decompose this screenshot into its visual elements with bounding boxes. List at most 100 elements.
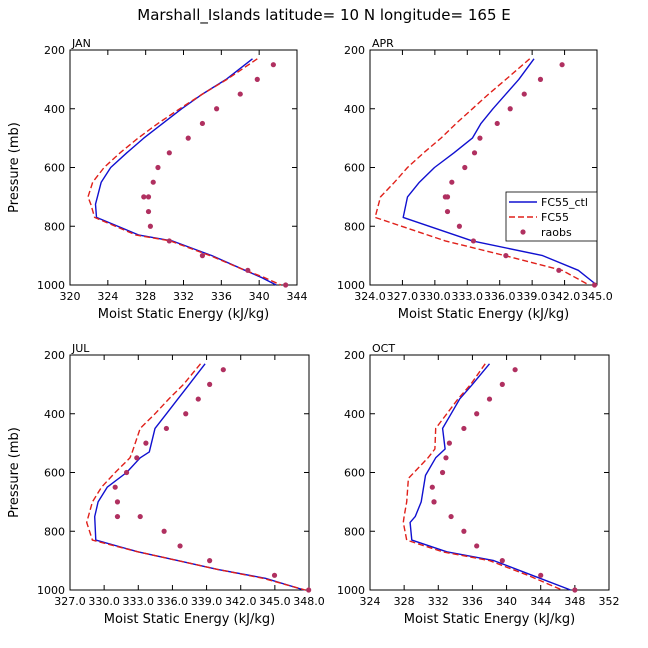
panel-oct-raobs-point xyxy=(572,587,578,593)
panel-oct-raobs-point xyxy=(538,572,544,578)
panel-jul-raobs-point xyxy=(134,455,140,461)
panel-apr-raobs-point xyxy=(444,208,451,215)
panel-apr-raobs-point xyxy=(556,267,562,273)
panel-oct-x-tick-label: 352 xyxy=(599,595,620,608)
panel-jul-x-tick-label: 339.0 xyxy=(191,595,223,608)
panel-jul-x-tick-label: 348.0 xyxy=(293,595,325,608)
panel-jul-x-tick-label: 336.0 xyxy=(157,595,189,608)
panel-jan-raobs-point xyxy=(283,282,289,288)
panel-jul-raobs-point xyxy=(137,513,143,520)
panel-apr-raobs-point xyxy=(471,150,478,156)
panel-jan-raobs-point xyxy=(166,150,172,156)
panel-jul-raobs-point xyxy=(114,513,121,520)
panel-apr-x-tick-label: 342.0 xyxy=(549,290,581,303)
panel-oct-raobs-point xyxy=(474,543,480,549)
legend-raobs-swatch xyxy=(520,229,526,235)
panel-oct-raobs-point xyxy=(439,469,446,476)
panel-apr-xlabel: Moist Static Energy (kJ/kg) xyxy=(398,307,569,322)
panel-jan-y-tick-label: 400 xyxy=(44,103,65,116)
panel-jul-raobs-point xyxy=(143,440,149,446)
panel-jul-y-tick-label: 400 xyxy=(44,408,65,421)
panel-jan-raobs-point xyxy=(199,120,206,127)
panel-jul-raobs-point xyxy=(306,587,312,593)
panel-apr-legend: FC55_ctl FC55 raobs xyxy=(505,191,598,242)
panel-apr-x-tick-label: 339.0 xyxy=(516,290,548,303)
panel-jul-raobs-point xyxy=(123,469,130,476)
panel-oct-y-tick-label: 1000 xyxy=(337,584,365,597)
panel-jan-raobs-point xyxy=(214,106,220,112)
panel-jul: 327.0 330.0 333.0 336.0 339.0 342.0 345.0 348.0… xyxy=(7,342,325,627)
panel-oct-x-tick-label: 324 xyxy=(360,595,381,608)
panel-oct-y-tick-label: 600 xyxy=(344,467,365,480)
panel-apr-raobs-point xyxy=(521,91,527,97)
panel-apr-y-tick-label: 800 xyxy=(344,220,365,233)
panel-jan-raobs-point xyxy=(245,267,251,273)
panel-apr-x-tick-label: 336.0 xyxy=(484,290,516,303)
panel-apr-raobs-point xyxy=(477,135,483,141)
panel-oct-xlabel: Moist Static Energy (kJ/kg) xyxy=(404,612,575,627)
panel-apr-y-tick-label: 200 xyxy=(344,44,365,57)
panel-oct-x-tick-label: 340 xyxy=(496,595,517,608)
panel-jul-raobs-point xyxy=(271,572,278,578)
panel-jan-x-tick-label: 328 xyxy=(135,290,156,303)
panel-jan-y-tick-label: 1000 xyxy=(37,279,65,292)
panel-jul-y-tick-label: 800 xyxy=(44,525,65,538)
panel-apr: 324.0 327.0 330.0 333.0 336.0 339.0 342.0 345.0… xyxy=(337,37,613,322)
panel-oct-raobs-point xyxy=(431,499,437,505)
panel-oct-x-tick-label: 348 xyxy=(564,595,585,608)
panel-jul-x-tick-label: 342.0 xyxy=(225,595,257,608)
panel-oct-y-tick-label: 800 xyxy=(344,525,365,538)
panel-jan-series-raobs xyxy=(141,62,289,288)
panel-oct-raobs-point xyxy=(448,513,454,520)
panel-apr-raobs-point xyxy=(507,106,513,112)
panel-oct-series-raobs xyxy=(429,367,578,593)
panel-apr-raobs-point xyxy=(442,194,448,200)
panel-jul-raobs-point xyxy=(161,528,167,534)
panel-oct-raobs-point xyxy=(446,440,452,446)
panel-jul-x-tick-label: 330.0 xyxy=(88,595,120,608)
panel-apr-raobs-point xyxy=(503,253,509,259)
panel-jul-xlabel: Moist Static Energy (kJ/kg) xyxy=(104,612,275,627)
panel-jul-x-tick-label: 333.0 xyxy=(123,595,155,608)
panel-oct-x-tick-label: 332 xyxy=(428,595,449,608)
figure-title: Marshall_Islands latitude= 10 N longitud… xyxy=(137,6,510,25)
panel-jan-title: JAN xyxy=(71,37,91,50)
panel-jul-y-tick-label: 200 xyxy=(44,349,65,362)
panel-jan-x-tick-label: 344 xyxy=(287,290,308,303)
panel-jul-raobs-point xyxy=(177,543,183,549)
panel-apr-x-tick-label: 330.0 xyxy=(419,290,451,303)
panel-apr-x-tick-label: 324.0 xyxy=(354,290,386,303)
panel-apr-series-raobs xyxy=(442,62,598,288)
panel-jul-raobs-point xyxy=(183,411,189,417)
panel-apr-series-ctl-line xyxy=(402,58,598,286)
panel-apr-raobs-point xyxy=(462,164,468,171)
panel-jan-raobs-point xyxy=(237,91,243,97)
panel-jan-raobs-point xyxy=(254,76,260,82)
panel-oct-raobs-point xyxy=(443,455,449,461)
panel-oct-series-ctl-line xyxy=(409,363,571,591)
panel-jan: 320 324 328 332 336 340 344 200 400 600 800 1000 JAN… xyxy=(7,37,308,322)
panel-jan-x-tick-label: 340 xyxy=(249,290,270,303)
panel-oct-series-fc55-line xyxy=(402,363,563,591)
panel-jul-raobs-point xyxy=(112,484,118,490)
panel-oct-y-tick-label: 200 xyxy=(344,349,365,362)
panel-oct: 324 328 332 336 340 344 348 352 200 400 600 800 1000… xyxy=(337,342,620,627)
panel-jan-x-tick-label: 332 xyxy=(173,290,194,303)
panel-jan-raobs-point xyxy=(199,253,206,259)
panel-apr-raobs-point xyxy=(470,238,477,244)
panel-jul-x-tick-label: 345.0 xyxy=(259,595,291,608)
panel-jul-raobs-point xyxy=(220,367,226,373)
panel-oct-x-tick-label: 344 xyxy=(530,595,551,608)
panel-jan-ylabel: Pressure (mb) xyxy=(7,122,22,213)
legend-label: raobs xyxy=(541,226,572,239)
panel-apr-y-tick-label: 400 xyxy=(344,103,365,116)
panel-jan-raobs-point xyxy=(155,164,161,171)
panel-oct-raobs-point xyxy=(486,396,493,402)
panel-oct-raobs-point xyxy=(512,367,518,373)
panel-jan-raobs-point xyxy=(147,223,153,229)
legend-label: FC55 xyxy=(541,211,569,224)
panel-jul-series-raobs xyxy=(112,367,312,593)
panel-apr-y-tick-label: 1000 xyxy=(337,279,365,292)
panel-apr-series-fc55-line xyxy=(374,58,590,286)
